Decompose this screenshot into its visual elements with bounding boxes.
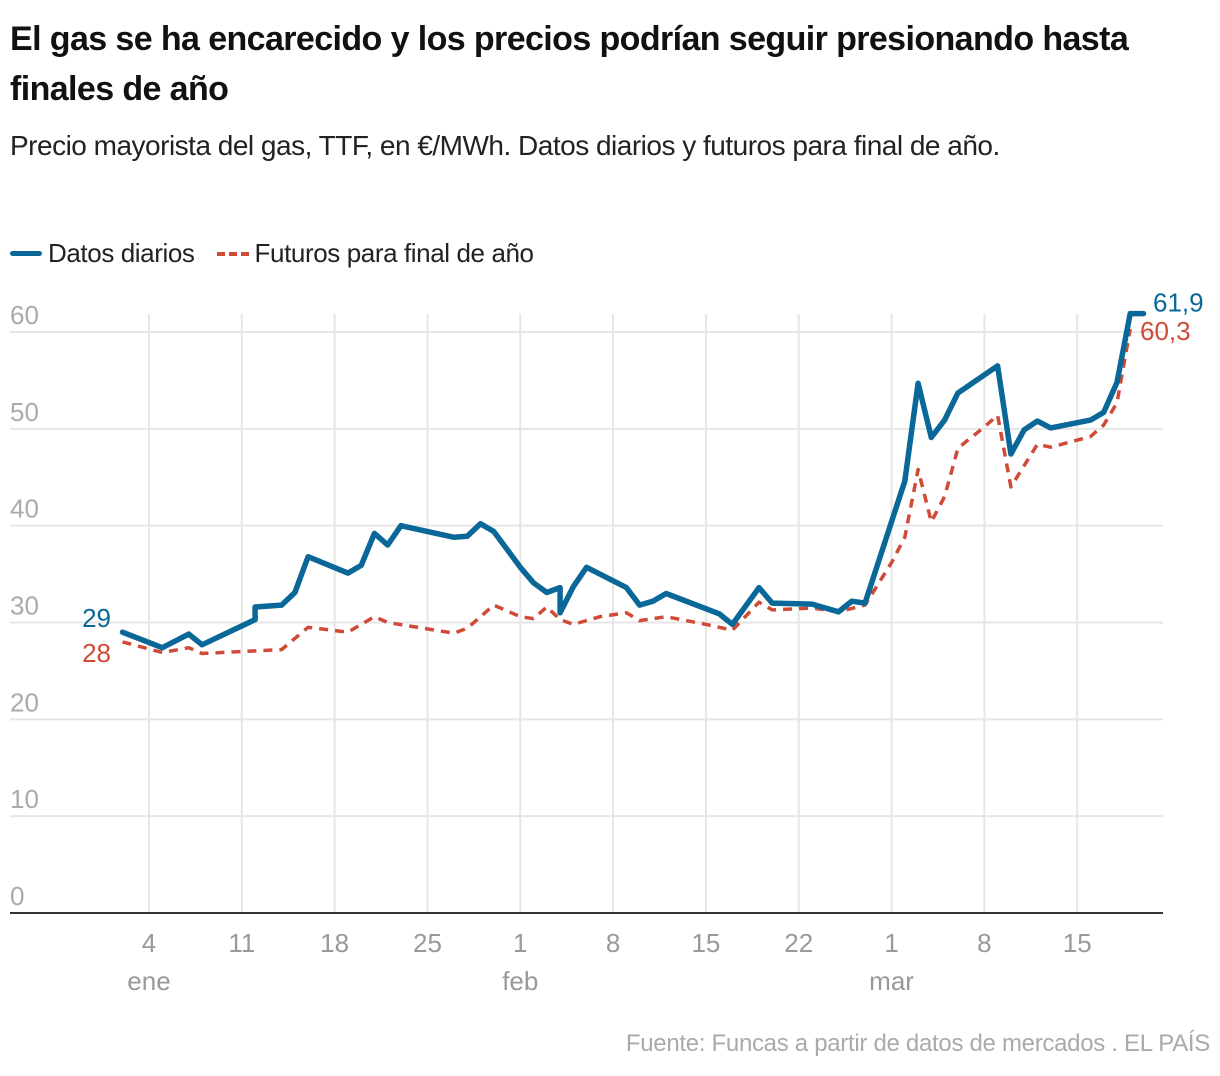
legend-item-daily: Datos diarios — [10, 238, 195, 269]
source-note: Fuente: Funcas a partir de datos de merc… — [625, 1030, 1210, 1057]
x-month-label: mar — [869, 966, 914, 996]
legend-item-futures: Futuros para final de año — [216, 238, 534, 269]
x-tick-label: 11 — [228, 928, 255, 958]
chart-title: El gas se ha encarecido y los precios po… — [10, 20, 1129, 108]
x-month-label: ene — [127, 966, 170, 996]
x-tick-label: 4 — [142, 928, 156, 958]
y-tick-label: 40 — [10, 494, 39, 524]
y-tick-label: 20 — [10, 687, 39, 717]
x-tick-label: 15 — [1063, 928, 1092, 958]
x-tick-label: 8 — [977, 928, 991, 958]
x-tick-label: 1 — [513, 928, 527, 958]
legend-label: Datos diarios — [48, 238, 195, 268]
start-label-futures: 28 — [82, 638, 111, 668]
y-tick-label: 50 — [10, 397, 39, 427]
legend-label: Futuros para final de año — [254, 238, 534, 268]
legend: Datos diarios Futuros para final de año — [10, 238, 556, 269]
legend-swatch-dashed — [216, 251, 249, 256]
x-month-label: feb — [502, 966, 538, 996]
y-tick-label: 10 — [10, 784, 39, 814]
x-tick-label: 8 — [606, 928, 620, 958]
futures-line — [122, 328, 1132, 656]
daily-line — [119, 310, 1147, 651]
x-tick-label: 18 — [320, 928, 349, 958]
end-label-futures: 60,3 — [1140, 316, 1191, 346]
y-tick-label: 0 — [10, 881, 24, 911]
x-tick-label: 1 — [884, 928, 898, 958]
y-tick-label: 60 — [10, 300, 39, 330]
x-tick-label: 25 — [413, 928, 442, 958]
y-tick-label: 30 — [10, 591, 39, 621]
x-tick-label: 15 — [691, 928, 720, 958]
chart-subtitle: Precio mayorista del gas, TTF, en €/MWh.… — [10, 130, 1000, 161]
end-label-daily: 61,9 — [1153, 288, 1204, 318]
start-label-daily: 29 — [82, 603, 111, 633]
legend-swatch-solid — [10, 251, 42, 256]
x-tick-label: 22 — [784, 928, 813, 958]
